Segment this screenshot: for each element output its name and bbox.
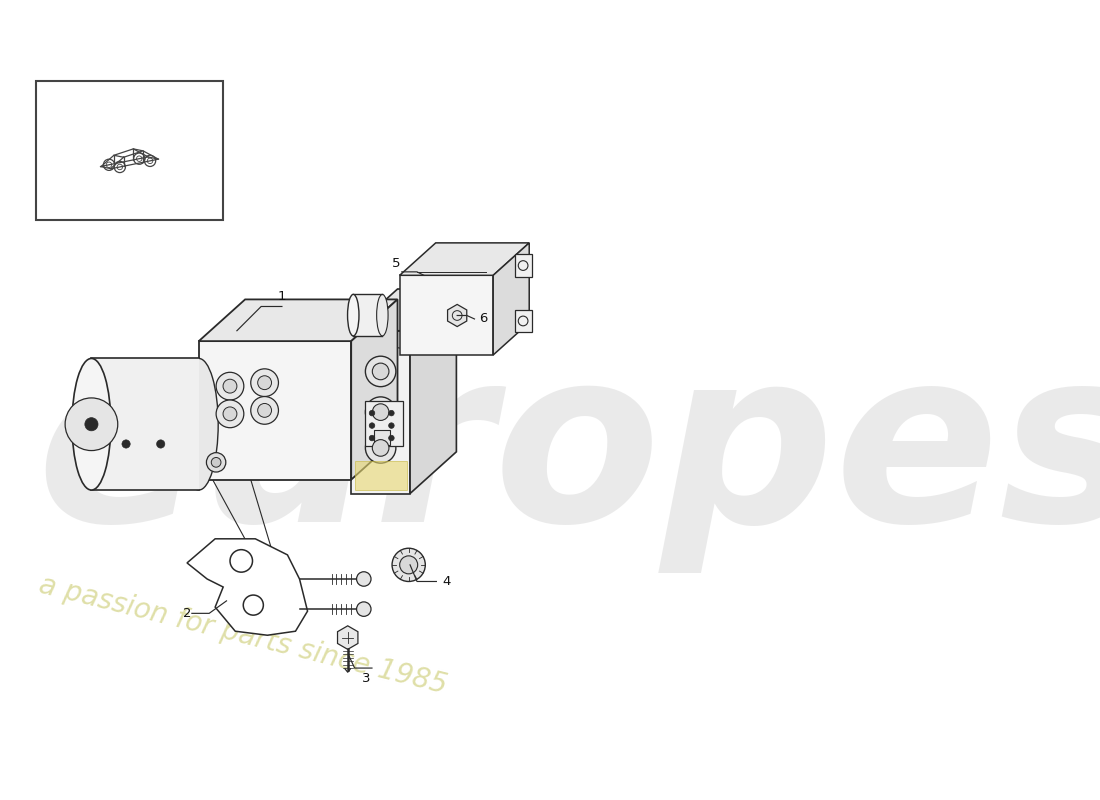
Bar [515, 254, 532, 277]
Polygon shape [187, 539, 308, 635]
Circle shape [365, 433, 396, 463]
Circle shape [370, 423, 375, 428]
Circle shape [207, 453, 226, 472]
Circle shape [251, 397, 278, 424]
Text: 4: 4 [442, 575, 450, 588]
Text: 6: 6 [480, 313, 487, 326]
Text: 3: 3 [362, 671, 371, 685]
Circle shape [122, 440, 130, 448]
Circle shape [370, 410, 375, 416]
Bar [353, 294, 383, 336]
Circle shape [216, 400, 244, 428]
Circle shape [372, 440, 389, 456]
Circle shape [365, 397, 396, 427]
Polygon shape [351, 289, 456, 330]
Circle shape [399, 556, 418, 574]
Polygon shape [199, 341, 351, 480]
Circle shape [356, 572, 371, 586]
Circle shape [370, 435, 375, 441]
Circle shape [372, 404, 389, 421]
Bar [374, 430, 389, 445]
Polygon shape [351, 299, 397, 480]
Circle shape [251, 369, 278, 397]
Circle shape [85, 418, 98, 431]
Circle shape [216, 372, 244, 400]
Bar [365, 402, 404, 446]
Circle shape [365, 356, 396, 386]
Ellipse shape [72, 358, 111, 490]
Polygon shape [399, 243, 529, 275]
Polygon shape [351, 330, 410, 494]
Text: 5: 5 [392, 257, 400, 270]
Polygon shape [399, 275, 493, 355]
Text: europes: europes [36, 338, 1100, 574]
Circle shape [257, 376, 272, 390]
Bar [91, 358, 199, 490]
Text: 2: 2 [183, 607, 191, 620]
Ellipse shape [376, 294, 388, 336]
Circle shape [65, 398, 118, 450]
Polygon shape [493, 243, 529, 355]
Circle shape [388, 435, 394, 441]
Bar [515, 310, 532, 332]
Circle shape [156, 440, 165, 448]
Circle shape [372, 363, 389, 380]
Polygon shape [199, 299, 397, 341]
Text: 1: 1 [277, 290, 286, 303]
Text: a passion for parts since 1985: a passion for parts since 1985 [36, 571, 450, 700]
Circle shape [257, 403, 272, 418]
Circle shape [356, 602, 371, 616]
Circle shape [223, 379, 236, 393]
Circle shape [211, 458, 221, 467]
Ellipse shape [179, 358, 218, 490]
Circle shape [392, 548, 426, 582]
Polygon shape [410, 289, 456, 494]
Bar [354, 461, 407, 490]
Circle shape [388, 410, 394, 416]
Circle shape [388, 423, 394, 428]
Ellipse shape [348, 294, 359, 336]
Bar [36, 82, 223, 220]
Circle shape [223, 407, 236, 421]
